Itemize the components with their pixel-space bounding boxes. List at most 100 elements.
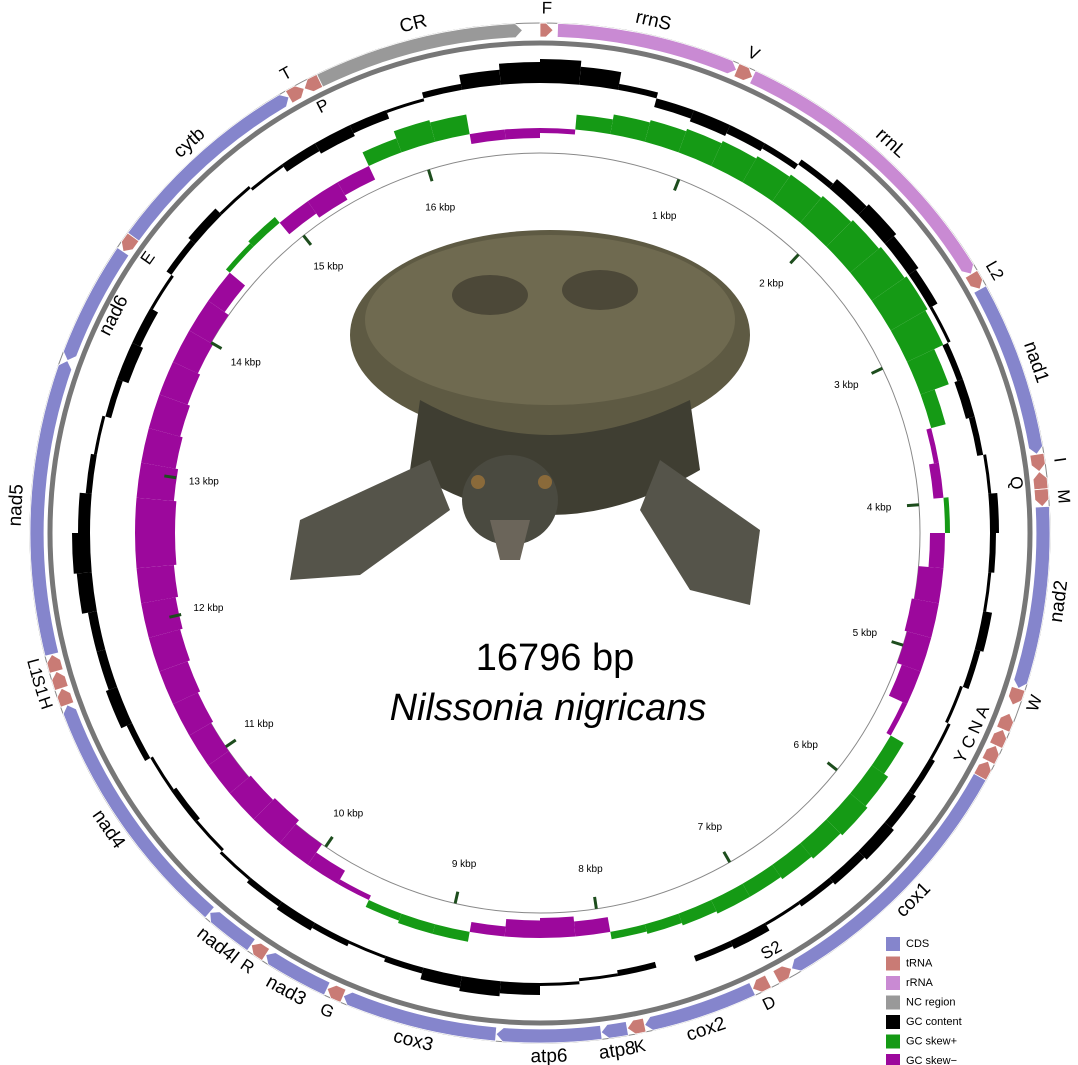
gc-skew-bar	[610, 924, 646, 939]
gc-skew-bar	[929, 533, 945, 568]
kbp-label: 2 kbp	[759, 278, 784, 289]
gc-skew-bar	[679, 900, 717, 925]
gc-content-bar	[166, 240, 195, 275]
gc-content-bar	[171, 788, 200, 823]
turtle-photo	[290, 230, 760, 605]
legend-label: NC region	[906, 996, 956, 1008]
gene-arrow	[997, 713, 1014, 732]
gc-content-bar	[105, 379, 122, 418]
gc-content-bar	[930, 723, 951, 759]
kbp-label: 13 kbp	[189, 477, 219, 488]
genome-length: 16796 bp	[476, 637, 635, 679]
gc-skew-bar	[926, 428, 938, 463]
gc-content-bar	[765, 902, 800, 926]
gc-content-bar	[988, 533, 996, 573]
gene-arrow	[773, 966, 792, 983]
gene-label: A	[971, 702, 993, 720]
legend-label: GC content	[906, 1016, 962, 1028]
gc-skew-bar	[226, 243, 254, 273]
gene-arrow	[557, 23, 736, 73]
gc-content-bar	[420, 968, 461, 988]
gene-label: CR	[397, 11, 429, 38]
gc-content-bar	[86, 454, 97, 494]
gc-skew-bar	[914, 566, 943, 603]
gene-arrow	[734, 64, 753, 81]
kbp-tick	[907, 505, 919, 506]
gc-skew-bar	[433, 924, 470, 942]
gc-skew-bar	[929, 463, 943, 499]
gc-content-bar	[540, 981, 579, 986]
gc-content-bar	[885, 791, 916, 828]
gc-content-bar	[312, 923, 350, 947]
gc-skew-bar	[363, 138, 402, 166]
gc-skew-bar	[540, 917, 575, 938]
gene-label: nad5	[5, 484, 28, 527]
gc-content-bar	[195, 820, 224, 851]
gc-content-bar	[617, 962, 656, 976]
gc-content-bar	[694, 941, 733, 962]
kbp-tick	[164, 476, 176, 478]
gene-label: D	[759, 992, 778, 1014]
gc-content-bar	[386, 98, 424, 113]
kbp-label: 5 kbp	[853, 628, 878, 639]
gc-content-bar	[969, 417, 983, 456]
gene-label: Y	[950, 747, 972, 766]
legend-label: GC skew−	[906, 1055, 957, 1065]
gene-label: E	[137, 248, 159, 268]
gc-content-bar	[829, 851, 864, 884]
gc-skew-bar	[921, 389, 946, 428]
gc-skew-bar	[905, 599, 939, 638]
gc-skew-bar	[645, 120, 686, 152]
gc-content-bar	[459, 976, 501, 996]
gc-skew-bar	[886, 702, 907, 735]
gene-arrow	[540, 23, 553, 37]
gc-content-bar	[150, 275, 174, 310]
gene-arrow	[627, 1018, 646, 1034]
gc-content-bar	[77, 572, 97, 614]
gc-skew-bar	[338, 879, 371, 900]
gene-label: L2	[982, 258, 1008, 284]
kbp-tick	[724, 852, 730, 862]
gene-label: R	[237, 955, 258, 978]
kbp-tick	[595, 897, 597, 909]
gc-skew-bar	[398, 914, 435, 934]
kbp-label: 10 kbp	[333, 808, 363, 819]
gc-content-bar	[656, 956, 693, 968]
kbp-tick	[326, 837, 333, 847]
gc-content-bar	[282, 143, 320, 171]
gc-skew-bar	[338, 166, 376, 195]
gc-content-bar	[150, 757, 174, 792]
legend-label: CDS	[906, 938, 929, 950]
kbp-tick	[429, 170, 433, 181]
gc-skew-bar	[872, 736, 904, 774]
gc-skew-bar	[540, 128, 575, 135]
legend-swatch	[886, 1015, 900, 1029]
gc-content-bar	[88, 611, 105, 652]
gc-skew-bar	[137, 565, 179, 603]
kbp-tick	[872, 368, 883, 373]
gene-label: N	[965, 717, 987, 736]
kbp-label: 3 kbp	[834, 380, 859, 391]
gene-arrow	[57, 688, 74, 707]
legend-label: tRNA	[906, 957, 933, 969]
gc-content-bar	[954, 379, 974, 419]
genome-map: 16796 bp Nilssonia nigricans FrrnSVrrnLL…	[0, 0, 1078, 1065]
gc-content-bar	[988, 493, 999, 533]
gc-content-bar	[798, 878, 833, 907]
legend-swatch	[886, 976, 900, 990]
gc-skew-bar	[505, 128, 540, 140]
kbp-label: 12 kbp	[193, 603, 223, 614]
gc-content-bar	[540, 59, 581, 85]
gc-skew-bar	[135, 533, 176, 568]
kbp-label: 15 kbp	[313, 262, 343, 273]
legend-swatch	[886, 937, 900, 951]
gc-content-bar	[251, 164, 284, 190]
gc-content-bar	[117, 343, 143, 383]
gc-content-bar	[500, 981, 540, 995]
gc-skew-bar	[470, 922, 506, 936]
gc-content-bar	[983, 454, 991, 493]
gene-arrow	[52, 671, 69, 690]
kbp-label: 16 kbp	[425, 203, 455, 214]
gene-arrow	[601, 1021, 628, 1038]
gc-skew-bar	[394, 120, 435, 152]
